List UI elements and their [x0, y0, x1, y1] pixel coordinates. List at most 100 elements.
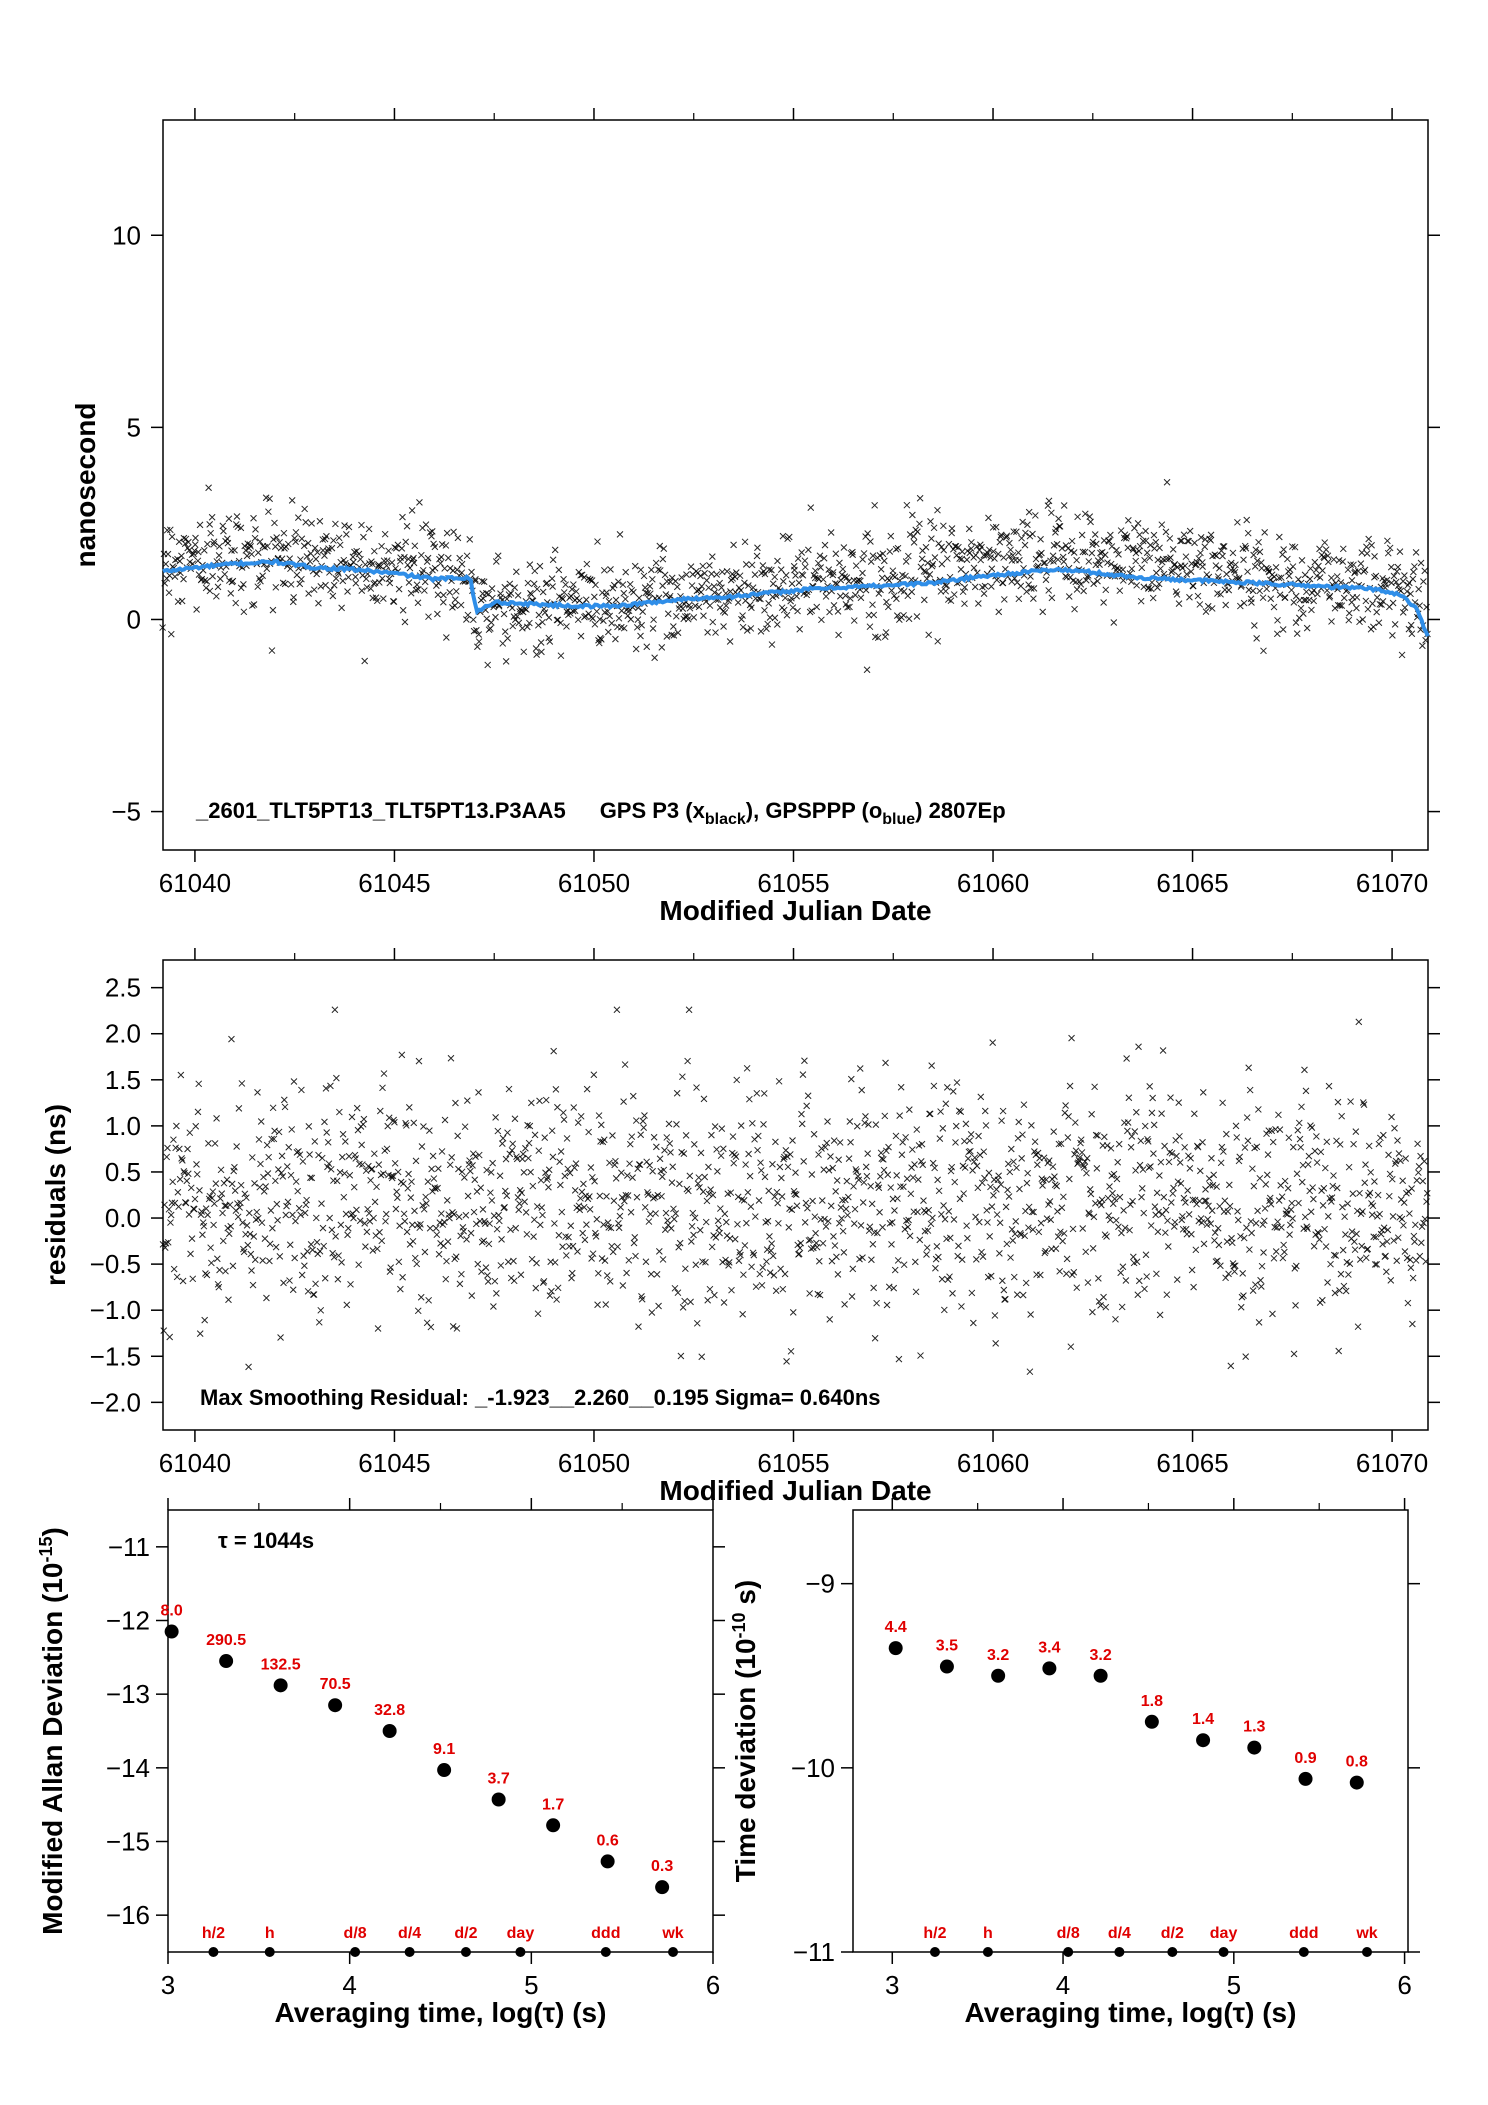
gps-p3-point — [201, 576, 209, 584]
residual-point — [882, 1147, 890, 1155]
gps-p3-point — [608, 619, 616, 627]
residual-point — [1301, 1066, 1308, 1074]
gps-p3-point — [1354, 567, 1362, 575]
residual-point — [816, 1291, 824, 1299]
residual-point — [1327, 1260, 1334, 1268]
gps-p3-point — [273, 534, 281, 541]
gps-p3-point — [887, 532, 895, 540]
gps-p3-point — [1184, 537, 1191, 545]
tdev-point — [888, 1641, 903, 1656]
residual-point — [913, 1126, 921, 1133]
residual-point — [746, 1172, 754, 1180]
gps-p3-point — [1048, 509, 1055, 517]
residual-point — [172, 1144, 180, 1152]
residual-point — [305, 1122, 313, 1130]
residual-point — [597, 1121, 605, 1129]
gps-p3-point — [1105, 538, 1113, 545]
gps-p3-point — [1383, 576, 1391, 584]
residual-point — [940, 1306, 948, 1314]
residual-point — [504, 1258, 512, 1266]
gps-p3-point — [306, 558, 314, 565]
residual-point — [588, 1255, 595, 1262]
residual-point — [1254, 1207, 1261, 1215]
gps-p3-point — [425, 613, 432, 621]
residual-point — [318, 1200, 325, 1207]
tdev-y-axis-title: Time deviation (10-10 s) — [729, 1580, 761, 1883]
gps-p3-point — [777, 566, 785, 574]
gps-p3-point — [866, 623, 874, 631]
madev-time-marker — [668, 1947, 679, 1957]
residual-point — [711, 1123, 719, 1130]
gps-p3-point — [1123, 533, 1131, 540]
residual-point — [1279, 1254, 1287, 1262]
residual-point — [859, 1199, 867, 1206]
madev-x-tick-label: 4 — [342, 1970, 356, 2000]
gps-p3-point — [747, 625, 755, 632]
residual-point — [492, 1114, 499, 1121]
residual-point — [626, 1140, 634, 1148]
gps-p3-point — [1284, 555, 1291, 563]
residual-point — [1106, 1183, 1113, 1190]
gps-p3-point — [878, 574, 886, 582]
gps-p3-point — [643, 643, 651, 651]
residual-point — [327, 1165, 335, 1173]
residual-point — [210, 1221, 217, 1229]
residual-point — [237, 1199, 244, 1207]
gps-p3-point — [1322, 546, 1330, 553]
residual-point — [1297, 1143, 1305, 1151]
residual-point — [814, 1290, 822, 1298]
gps-p3-point — [377, 563, 384, 570]
residual-point — [1045, 1157, 1053, 1164]
gps-p3-point — [1011, 574, 1018, 582]
residual-point — [868, 1200, 876, 1208]
residual-point — [881, 1112, 889, 1120]
gps-p3-point — [1401, 604, 1409, 611]
madev-point — [437, 1763, 452, 1778]
residual-point — [756, 1270, 764, 1278]
residual-point — [595, 1112, 603, 1119]
gps-p3-point — [345, 523, 353, 531]
residual-point — [929, 1214, 936, 1222]
gps-p3-point — [619, 581, 627, 589]
gps-p3-point — [785, 533, 793, 541]
gps-p3-point — [914, 528, 921, 536]
residual-point — [1065, 1113, 1072, 1120]
gps-p3-point — [1199, 563, 1206, 571]
residual-point — [867, 1182, 875, 1190]
gps-p3-point — [1041, 559, 1049, 567]
gps-p3-point — [350, 558, 357, 566]
residual-point — [851, 1205, 859, 1213]
gps-p3-point — [520, 648, 528, 656]
gps-p3-point — [463, 616, 470, 623]
residual-point — [1157, 1158, 1165, 1166]
residual-point — [707, 1186, 715, 1193]
residual-point — [1161, 1229, 1169, 1237]
residual-point — [1091, 1083, 1098, 1091]
gps-p3-point — [549, 583, 556, 590]
gps-p3-point — [1357, 560, 1365, 567]
gps-p3-point — [569, 607, 577, 615]
residual-point — [1184, 1187, 1192, 1194]
residual-point — [394, 1194, 401, 1202]
gps-p3-point — [938, 543, 945, 551]
residual-point — [1098, 1196, 1106, 1204]
residual-point — [702, 1258, 709, 1266]
residual-point — [984, 1219, 991, 1226]
residual-point — [322, 1085, 330, 1092]
residual-point — [386, 1268, 394, 1275]
gps-p3-point — [996, 538, 1004, 546]
residual-point — [1196, 1167, 1204, 1175]
madev-x-tick-label: 5 — [524, 1970, 538, 2000]
gps-p3-point — [1000, 554, 1007, 561]
gps-p3-point — [713, 571, 721, 578]
residual-point — [541, 1134, 549, 1141]
residual-point — [642, 1258, 650, 1266]
madev-time-marker — [460, 1947, 471, 1957]
gps-p3-point — [612, 635, 619, 643]
gps-p3-point — [829, 568, 837, 576]
residual-point — [1322, 1243, 1330, 1250]
residual-point — [1112, 1315, 1119, 1323]
gps-p3-point — [716, 579, 723, 587]
residual-point — [1358, 1242, 1366, 1250]
gps-p3-point — [392, 544, 400, 552]
